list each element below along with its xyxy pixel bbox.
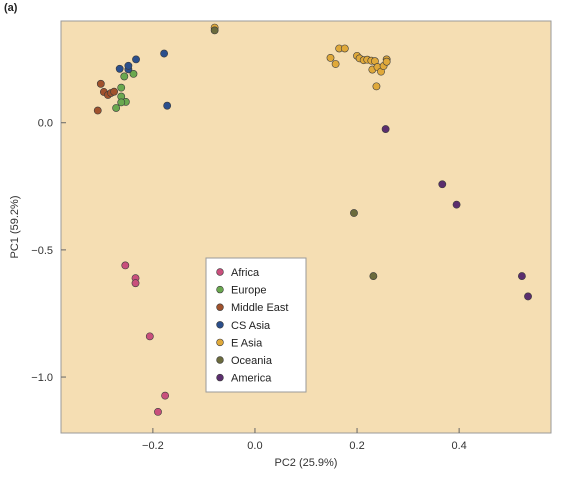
legend-marker bbox=[216, 338, 224, 347]
data-point bbox=[438, 180, 447, 189]
data-point bbox=[331, 60, 340, 68]
series-america bbox=[381, 125, 532, 301]
data-point bbox=[132, 55, 140, 64]
data-point bbox=[115, 64, 124, 73]
data-point bbox=[124, 61, 133, 70]
x-axis-label: PC2 (25.9%) bbox=[275, 457, 338, 469]
data-point bbox=[93, 106, 102, 115]
y-tick-label: 0.0 bbox=[38, 118, 53, 130]
legend: Africa Europe Middle East CS Asia E Asia Ocea… bbox=[205, 257, 307, 393]
data-point bbox=[163, 101, 172, 110]
data-point bbox=[112, 104, 121, 112]
legend-label: America bbox=[231, 373, 272, 385]
legend-marker bbox=[216, 356, 224, 364]
legend-label: E Asia bbox=[231, 337, 263, 349]
data-point bbox=[326, 53, 335, 62]
y-tick-label: −0.5 bbox=[31, 245, 53, 257]
legend-marker bbox=[216, 321, 224, 329]
data-point bbox=[117, 98, 126, 107]
x-tick-label: 0.4 bbox=[451, 440, 466, 452]
legend-marker bbox=[216, 373, 224, 382]
data-point bbox=[131, 279, 140, 288]
data-point bbox=[110, 87, 118, 96]
data-point bbox=[120, 72, 129, 81]
series-middle-east bbox=[93, 79, 118, 115]
x-tick-label: 0.0 bbox=[247, 440, 262, 452]
data-point bbox=[382, 57, 391, 66]
panel-label: (a) bbox=[4, 2, 18, 14]
data-point bbox=[161, 391, 170, 400]
legend-label: Middle East bbox=[231, 302, 288, 314]
y-axis-label: PC1 (59.2%) bbox=[9, 196, 21, 259]
x-tick-label: −0.2 bbox=[142, 440, 164, 452]
legend-label: Europe bbox=[231, 285, 266, 297]
data-point bbox=[129, 69, 138, 78]
series-e-asia bbox=[210, 23, 391, 91]
legend-marker bbox=[216, 285, 224, 294]
data-point bbox=[524, 292, 532, 301]
series-oceania bbox=[210, 26, 378, 280]
data-point bbox=[160, 49, 169, 58]
legend-marker bbox=[216, 303, 224, 311]
data-point bbox=[369, 272, 378, 280]
y-tick-label: −1.0 bbox=[31, 372, 53, 384]
legend-label: CS Asia bbox=[231, 320, 271, 332]
x-tick-label: 0.2 bbox=[349, 440, 364, 452]
data-point bbox=[117, 83, 126, 92]
legend-label: Africa bbox=[231, 267, 260, 279]
data-point bbox=[372, 82, 381, 91]
series-africa bbox=[121, 261, 170, 416]
data-point bbox=[145, 332, 154, 341]
series-europe bbox=[112, 69, 138, 112]
series-cs-asia bbox=[115, 49, 172, 110]
legend-marker bbox=[216, 268, 224, 276]
data-point bbox=[340, 44, 349, 53]
data-point bbox=[350, 209, 358, 217]
legend-label: Oceania bbox=[231, 355, 273, 367]
data-point bbox=[154, 407, 162, 416]
data-point bbox=[518, 272, 526, 280]
data-point bbox=[121, 261, 130, 270]
data-point bbox=[381, 125, 390, 133]
data-point bbox=[210, 26, 219, 35]
data-point bbox=[96, 79, 105, 88]
data-point bbox=[452, 200, 461, 209]
